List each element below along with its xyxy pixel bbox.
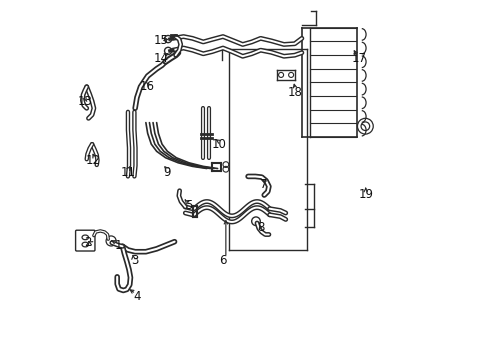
Text: 1: 1 (114, 239, 122, 252)
Text: 5: 5 (185, 199, 192, 212)
Text: 2: 2 (84, 236, 91, 249)
Text: 13: 13 (77, 95, 92, 108)
Text: 15: 15 (154, 33, 168, 47)
Text: 12: 12 (85, 154, 101, 167)
Text: 7: 7 (260, 178, 267, 191)
Text: 11: 11 (120, 166, 135, 179)
Text: 6: 6 (219, 254, 226, 267)
Text: 17: 17 (351, 51, 366, 64)
Text: 4: 4 (133, 290, 141, 303)
Text: 19: 19 (358, 188, 373, 201)
Text: 8: 8 (256, 221, 264, 234)
Text: 10: 10 (211, 138, 226, 150)
Text: 18: 18 (286, 86, 302, 99)
Text: 3: 3 (131, 254, 139, 267)
Text: 16: 16 (139, 80, 154, 93)
Text: 9: 9 (163, 166, 171, 179)
Text: 14: 14 (154, 51, 168, 64)
